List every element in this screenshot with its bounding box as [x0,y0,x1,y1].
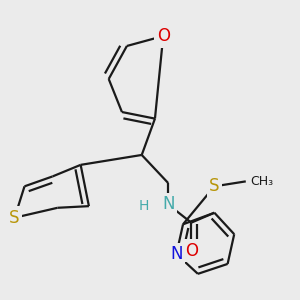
Text: N: N [162,196,174,214]
Text: S: S [9,209,20,227]
Text: N: N [170,245,183,263]
Text: CH₃: CH₃ [251,175,274,188]
Text: H: H [138,199,148,213]
Text: S: S [209,177,220,195]
Text: O: O [185,242,198,260]
Text: O: O [157,27,170,45]
